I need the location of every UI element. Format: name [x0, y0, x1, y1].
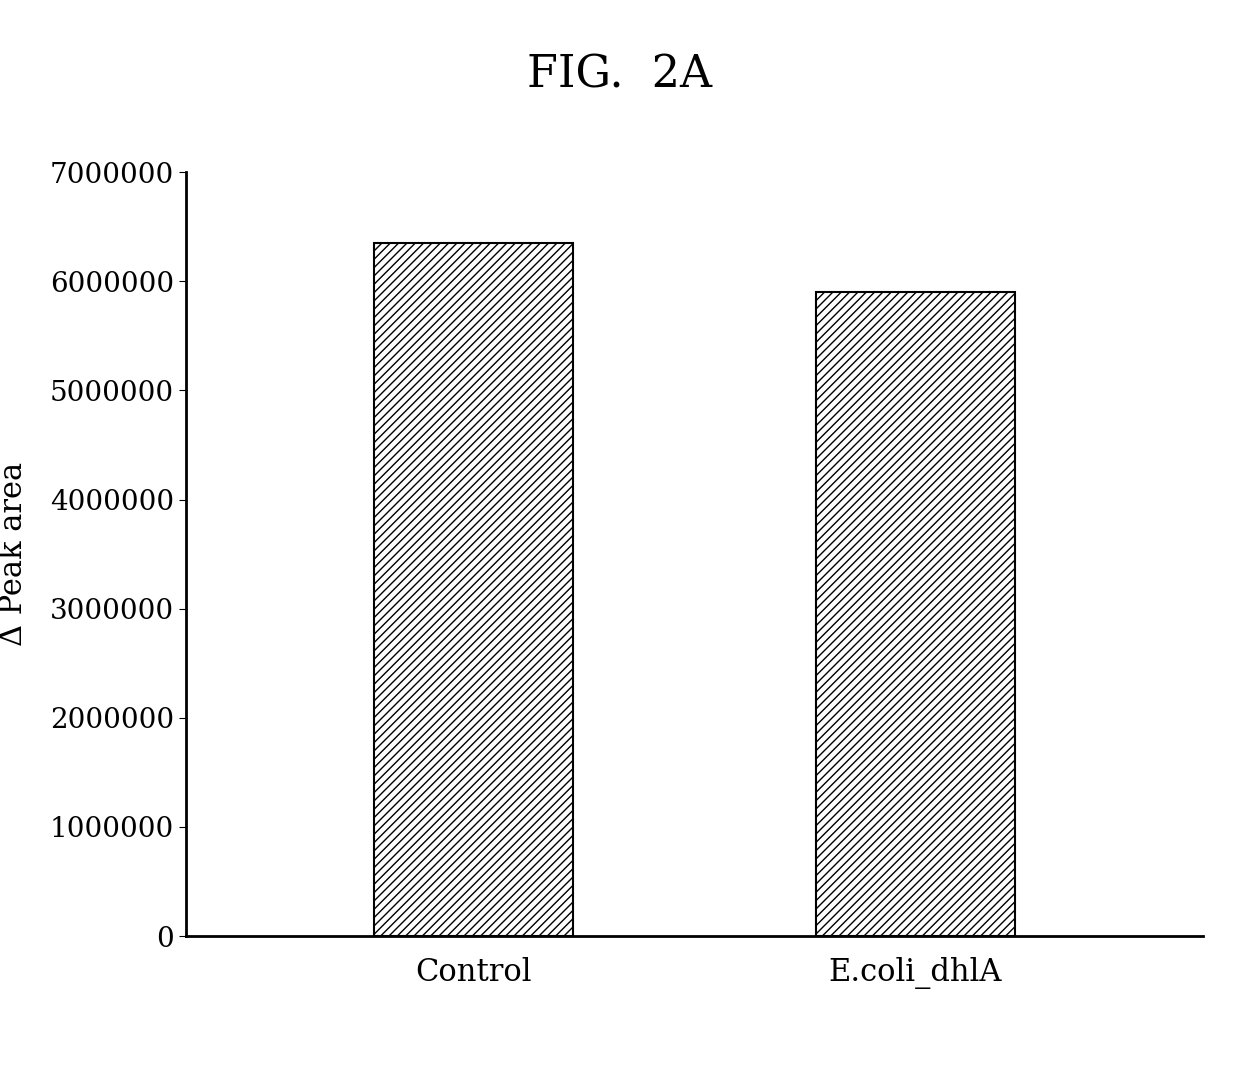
Bar — [374, 243, 573, 936]
Y-axis label: Δ Peak area: Δ Peak area — [0, 462, 29, 647]
Text: FIG.  2A: FIG. 2A — [527, 54, 713, 97]
Bar — [816, 293, 1014, 936]
